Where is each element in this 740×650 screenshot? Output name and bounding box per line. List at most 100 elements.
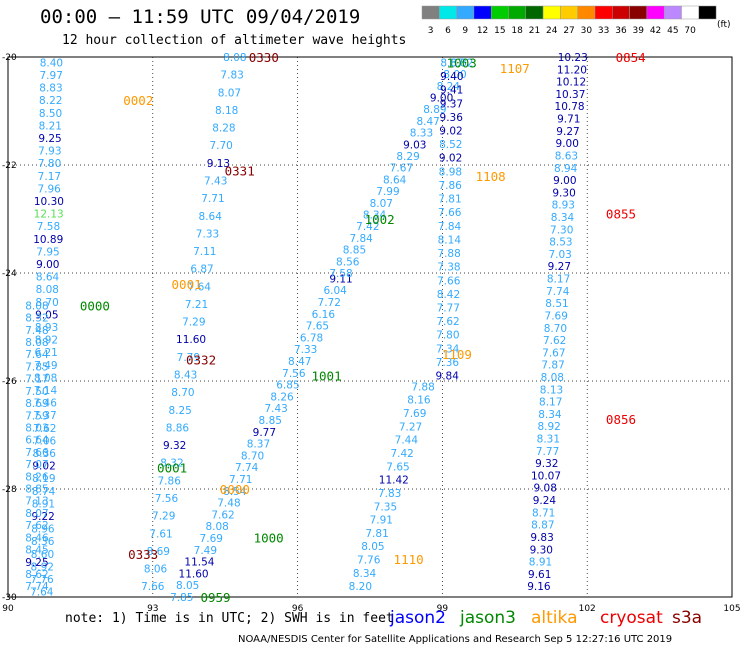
- wave-height-value: 8.70: [171, 387, 194, 399]
- x-tick-label: 102: [579, 604, 596, 614]
- wave-height-value: 8.06: [144, 564, 168, 576]
- wave-height-value: 7.58: [37, 221, 60, 233]
- wave-height-value: 7.36: [436, 357, 460, 369]
- wave-height-value: 7.33: [196, 228, 219, 240]
- colorbar-swatch: [681, 5, 700, 20]
- wave-height-value: 7.43: [264, 403, 287, 415]
- wave-height-value: 6.16: [312, 309, 336, 321]
- wave-height-value: 7.66: [438, 207, 462, 219]
- wave-height-value: 8.17: [539, 397, 562, 409]
- x-tick-label: 96: [292, 604, 304, 614]
- pass-time-label: 0002: [123, 93, 153, 108]
- wave-height-value: 7.66: [141, 581, 165, 593]
- wave-height-value: 9.11: [329, 273, 352, 285]
- wave-height-value: 8.92: [537, 421, 560, 433]
- wave-height-value: 9.61: [528, 569, 551, 581]
- page-title: 00:00 — 11:59 UTC 09/04/2019: [40, 6, 361, 28]
- wave-height-value: 7.81: [438, 194, 461, 206]
- credit-line: NOAA/NESDIS Center for Satellite Applica…: [238, 634, 673, 645]
- wave-height-value: 8.47: [416, 116, 439, 128]
- wave-height-value: 7.74: [25, 581, 49, 593]
- wave-height-value: 9.36: [440, 112, 464, 124]
- wave-height-value: 8.34: [538, 409, 562, 421]
- wave-height-value: 7.62: [543, 335, 566, 347]
- wave-height-value: 8.63: [555, 150, 578, 162]
- y-tick-label: -20: [2, 53, 17, 63]
- pass-time-label: 0856: [606, 412, 636, 427]
- wave-height-value: 7.58: [329, 268, 352, 280]
- wave-height-value: 8.31: [537, 434, 560, 446]
- colorbar-label: 45: [667, 26, 678, 36]
- page-subtitle: 12 hour collection of altimeter wave hei…: [62, 33, 407, 48]
- wave-height-value: 8.13: [540, 384, 563, 396]
- pass-time-label: 1001: [312, 369, 342, 384]
- colorbar-swatch: [508, 5, 527, 20]
- wave-height-value: 6.85: [276, 380, 299, 392]
- wave-height-value: 9.02: [32, 461, 55, 473]
- wave-height-value: 7.13: [25, 496, 48, 508]
- wave-height-value: 9.13: [207, 158, 230, 170]
- wave-height-value: 8.51: [545, 298, 568, 310]
- wave-height-value: 8.45: [25, 545, 48, 557]
- wave-height-value: 8.43: [174, 370, 197, 382]
- wave-height-value: 7.46: [34, 398, 58, 410]
- wave-height-value: 8.25: [168, 405, 191, 417]
- wave-height-value: 9.83: [530, 532, 553, 544]
- wave-height-value: 8.08: [36, 284, 59, 296]
- wave-height-value: 7.67: [390, 163, 413, 175]
- wave-height-value: 8.08: [223, 52, 246, 64]
- wave-height-value: 8.14: [438, 234, 462, 246]
- wave-height-value: 7.84: [438, 221, 462, 233]
- pass-time-label: 1003: [447, 55, 477, 70]
- wave-height-value: 8.98: [439, 166, 462, 178]
- wave-height-value: 8.74: [32, 486, 56, 498]
- colorbar-label: 33: [598, 26, 609, 36]
- wave-height-value: 8.71: [532, 507, 555, 519]
- legend-s3a: s3a: [672, 608, 703, 628]
- colorbar-label: 24: [546, 26, 558, 36]
- wave-height-value: 8.08: [25, 300, 48, 312]
- wave-height-value: 9.30: [552, 187, 575, 199]
- wave-height-value: 7.86: [158, 475, 182, 487]
- wave-height-value: 8.32: [25, 313, 48, 325]
- wave-height-value: 10.30: [34, 196, 64, 208]
- colorbar-swatch: [473, 5, 492, 20]
- wave-height-value: 8.08: [541, 372, 564, 384]
- wave-height-value: 8.94: [554, 163, 578, 175]
- colorbar-label: 30: [581, 26, 593, 36]
- y-tick-label: -22: [2, 161, 17, 171]
- wave-height-value: 6.78: [300, 332, 323, 344]
- pass-time-label: 1107: [500, 61, 530, 76]
- wave-height-value: 7.21: [185, 299, 208, 311]
- wave-height-value: 7.69: [545, 310, 568, 322]
- wave-height-value: 9.24: [533, 495, 557, 507]
- wave-height-value: 8.26: [25, 471, 49, 483]
- wave-height-value: 7.69: [200, 533, 223, 545]
- wave-height-value: 10.78: [555, 101, 585, 113]
- pass-time-label: 0001: [157, 460, 187, 475]
- wave-height-value: 9.00: [553, 175, 576, 187]
- wave-height-value: 7.84: [349, 233, 373, 245]
- wave-height-value: 9.02: [439, 153, 462, 165]
- wave-height-value: 8.46: [25, 532, 49, 544]
- wave-height-value: 7.48: [217, 498, 240, 510]
- wave-height-value: 6.64: [25, 435, 49, 447]
- wave-height-value: 8.20: [349, 581, 372, 593]
- wave-height-value: 6.21: [34, 347, 57, 359]
- colorbar-swatch: [525, 5, 544, 20]
- wave-height-value: 11.20: [557, 64, 587, 76]
- pass-time-label: 1108: [476, 169, 506, 184]
- map-frame: [7, 56, 733, 598]
- colorbar-label: 15: [494, 26, 505, 36]
- wave-height-value: 7.76: [357, 555, 381, 567]
- wave-height-value: 7.74: [235, 462, 259, 474]
- colorbar-swatch: [612, 5, 630, 20]
- wave-height-value: 8.17: [547, 274, 570, 286]
- wave-height-value: 7.65: [386, 461, 409, 473]
- wave-height-value: 8.40: [40, 57, 63, 69]
- wave-height-value: 7.56: [282, 368, 306, 380]
- wave-height-value: 8.62: [25, 569, 48, 581]
- wave-height-value: 8.34: [353, 568, 377, 580]
- colorbar-swatch: [577, 5, 596, 20]
- wave-height-value: 8.33: [410, 128, 433, 140]
